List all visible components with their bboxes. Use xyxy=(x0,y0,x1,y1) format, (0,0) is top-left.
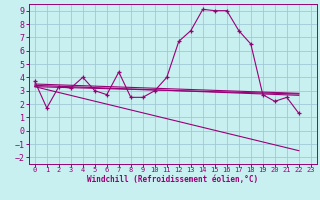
X-axis label: Windchill (Refroidissement éolien,°C): Windchill (Refroidissement éolien,°C) xyxy=(87,175,258,184)
